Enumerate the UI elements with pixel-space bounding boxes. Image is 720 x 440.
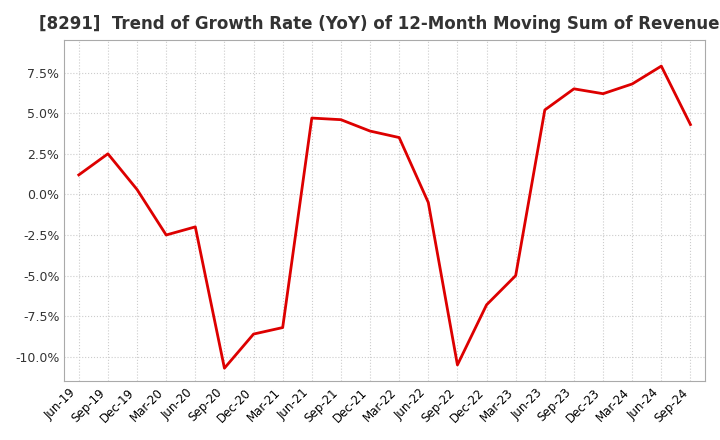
Title: [8291]  Trend of Growth Rate (YoY) of 12-Month Moving Sum of Revenues: [8291] Trend of Growth Rate (YoY) of 12-… <box>40 15 720 33</box>
